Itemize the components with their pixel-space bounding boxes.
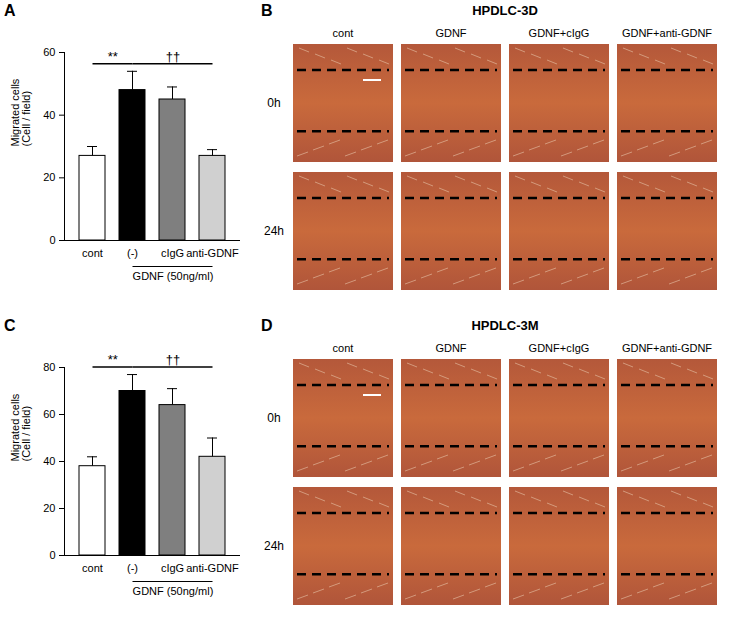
svg-text:(-): (-) — [127, 247, 138, 259]
svg-text:Migrated cells(Cell / field): Migrated cells(Cell / field) — [9, 78, 32, 146]
svg-text:B: B — [261, 2, 273, 19]
svg-text:40: 40 — [43, 455, 55, 467]
svg-text:GDNF: GDNF — [435, 27, 466, 39]
svg-text:cont: cont — [82, 562, 103, 574]
html-text:A: A — [4, 2, 16, 19]
svg-text:24h: 24h — [264, 539, 284, 553]
svg-text:cIgG: cIgG — [161, 247, 184, 259]
svg-text:(-): (-) — [127, 562, 138, 574]
svg-text:cont: cont — [333, 27, 354, 39]
svg-text:cont: cont — [82, 247, 103, 259]
svg-text:60: 60 — [43, 408, 55, 420]
svg-text:GDNF: GDNF — [435, 342, 466, 354]
svg-text:D: D — [261, 317, 273, 334]
svg-text:0h: 0h — [267, 411, 280, 425]
svg-text:0: 0 — [49, 234, 55, 246]
svg-text:GDNF+cIgG: GDNF+cIgG — [529, 342, 590, 354]
svg-text:20: 20 — [43, 171, 55, 183]
svg-text:GDNF (50ng/ml): GDNF (50ng/ml) — [133, 270, 214, 282]
svg-text:0h: 0h — [267, 96, 280, 110]
svg-text:GDNF+anti-GDNF: GDNF+anti-GDNF — [622, 342, 712, 354]
svg-text:cont: cont — [333, 342, 354, 354]
svg-text:60: 60 — [43, 46, 55, 58]
svg-text:cIgG: cIgG — [161, 562, 184, 574]
svg-text:HPDLC-3D: HPDLC-3D — [472, 3, 538, 18]
svg-text:anti-GDNF: anti-GDNF — [186, 562, 239, 574]
svg-text:20: 20 — [43, 502, 55, 514]
svg-text:GDNF (50ng/ml): GDNF (50ng/ml) — [133, 585, 214, 597]
svg-text:Migrated cells(Cell / field): Migrated cells(Cell / field) — [9, 393, 32, 461]
svg-text:**: ** — [108, 352, 118, 367]
svg-text:††: †† — [166, 49, 180, 64]
svg-text:**: ** — [108, 49, 118, 64]
svg-text:80: 80 — [43, 361, 55, 373]
svg-text:0: 0 — [49, 549, 55, 561]
html-text:C: C — [4, 317, 16, 334]
svg-text:anti-GDNF: anti-GDNF — [186, 247, 239, 259]
svg-text:24h: 24h — [264, 224, 284, 238]
svg-text:GDNF+cIgG: GDNF+cIgG — [529, 27, 590, 39]
svg-text:HPDLC-3M: HPDLC-3M — [471, 318, 538, 333]
svg-text:40: 40 — [43, 109, 55, 121]
svg-text:††: †† — [166, 352, 180, 367]
svg-text:GDNF+anti-GDNF: GDNF+anti-GDNF — [622, 27, 712, 39]
